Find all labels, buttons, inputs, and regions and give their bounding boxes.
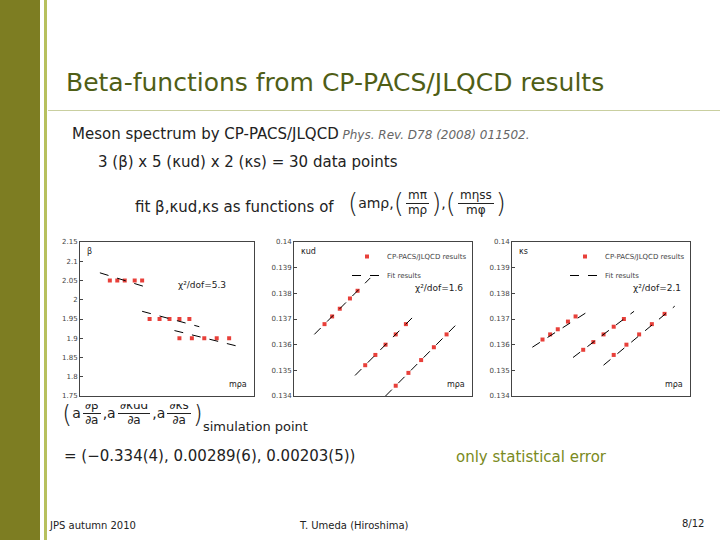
html-text:only statistical error: only statistical error [456, 448, 606, 466]
svg-text:0.139: 0.139 [272, 264, 292, 272]
html-text:mφ ): mφ ) [466, 188, 506, 218]
svg-text:0.134: 0.134 [272, 392, 293, 400]
svg-text:1.9: 1.9 [66, 335, 77, 343]
html-text:∂a )simulation point: ∂a )simulation point [172, 398, 308, 434]
svg-text:1.85: 1.85 [62, 354, 78, 362]
svg-text:0.138: 0.138 [272, 290, 292, 298]
svg-text:κs: κs [519, 247, 528, 256]
svg-text:0.14: 0.14 [494, 238, 510, 246]
html-text:∂β: ∂β [84, 397, 99, 412]
html-text:T. Umeda (Hiroshima): T. Umeda (Hiroshima) [300, 520, 409, 531]
html-text:mρ),( mηss: mρ),( mηss [407, 187, 492, 218]
html-text:(amρ,( mπ: (amρ,( mπ [348, 187, 427, 218]
svg-text:0.14: 0.14 [276, 238, 292, 246]
svg-text:0.136: 0.136 [272, 341, 293, 349]
svg-text:1.95: 1.95 [62, 315, 78, 323]
svg-text:κud: κud [301, 247, 316, 256]
svg-text:1.8: 1.8 [66, 373, 77, 381]
svg-text:2.05: 2.05 [62, 277, 78, 285]
html-text:∂κs: ∂κs [169, 397, 189, 412]
svg-text:0.135: 0.135 [272, 367, 292, 375]
svg-text:χ²/dof=5.3: χ²/dof=5.3 [178, 280, 226, 290]
svg-text:mρa: mρa [665, 380, 683, 389]
svg-text:CP-PACS/JLQCD results: CP-PACS/JLQCD results [387, 253, 466, 261]
html-text:(a: (a [62, 398, 81, 428]
html-text:JPS autumn 2010: JPS autumn 2010 [50, 520, 136, 531]
svg-text:0.135: 0.135 [490, 367, 510, 375]
html-text:Beta-functions from CP-PACS/JL: Beta-functions from CP-PACS/JLQCD result… [66, 68, 605, 97]
svg-text:0.134: 0.134 [490, 392, 511, 400]
svg-text:CP-PACS/JLQCD results: CP-PACS/JLQCD results [605, 253, 684, 261]
svg-text:χ²/dof=2.1: χ²/dof=2.1 [633, 283, 681, 293]
svg-text:2: 2 [73, 296, 77, 304]
html-text:8/12: 8/12 [682, 518, 705, 529]
html-text:3 (β) x 5 (κud) x 2 (κs) = 30: 3 (β) x 5 (κud) x 2 (κs) = 30 data point… [98, 153, 398, 171]
html-text:∂a , a: ∂a , a [84, 405, 116, 427]
html-text:, a: , a [152, 405, 166, 421]
svg-text:2.1: 2.1 [66, 258, 77, 266]
svg-text:mρa: mρa [447, 380, 465, 389]
svg-text:mρa: mρa [229, 380, 247, 389]
svg-text:2.15: 2.15 [62, 238, 78, 246]
svg-text:0.139: 0.139 [490, 264, 510, 272]
svg-text:β: β [87, 247, 92, 256]
html-text:fit β,κud,κs as functions of: fit β,κud,κs as functions of [135, 198, 334, 216]
svg-text:0.137: 0.137 [490, 315, 510, 323]
svg-text:Fit results: Fit results [387, 272, 421, 280]
svg-text:χ²/dof=1.6: χ²/dof=1.6 [415, 283, 463, 293]
svg-text:0.136: 0.136 [490, 341, 511, 349]
svg-text:Fit results: Fit results [605, 272, 639, 280]
html-text:∂κud: ∂κud [119, 397, 149, 412]
html-text:Meson spectrum by CP-PACS/JLQC: Meson spectrum by CP-PACS/JLQCDPhys. Rev… [72, 125, 530, 143]
html-text:∂a: ∂a [127, 412, 141, 427]
svg-text:0.138: 0.138 [490, 290, 510, 298]
svg-text:1.75: 1.75 [62, 392, 78, 400]
svg-text:0.137: 0.137 [272, 315, 292, 323]
html-text:= (−0.334(4), 0.00289(6), 0.00: = (−0.334(4), 0.00289(6), 0.00203(5)) [64, 447, 356, 465]
